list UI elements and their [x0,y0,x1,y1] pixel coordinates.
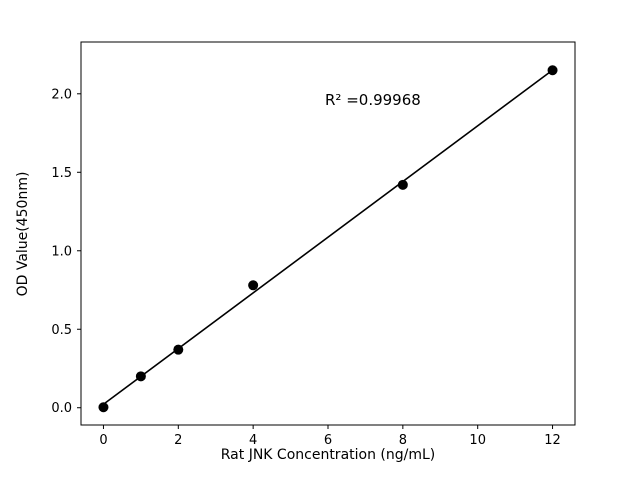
x-tick-label: 2 [174,433,182,448]
fit-line [102,69,554,405]
x-tick-label: 4 [249,433,257,448]
data-point [248,280,259,291]
y-tick-label: 1.5 [51,166,72,181]
y-tick-label: 0.5 [51,323,72,338]
x-tick-label: 8 [399,433,407,448]
data-point [173,344,184,355]
data-point [98,402,109,413]
y-tick-label: 2.0 [51,87,72,102]
x-tick-label: 6 [324,433,332,448]
x-tick-label: 12 [544,433,561,448]
data-point [397,179,408,190]
r-squared-annotation: R² =0.99968 [325,91,421,109]
plot-area: 0 2 4 6 8 10 12 0.0 0.5 1.0 1.5 2.0 [51,41,576,448]
data-point [547,65,558,76]
x-tick-label: 10 [469,433,486,448]
x-tick-label: 0 [99,433,107,448]
y-tick-label: 1.0 [51,244,72,259]
data-point [135,371,146,382]
x-axis-label: Rat JNK Concentration (ng/mL) [221,447,436,463]
y-tick-label: 0.0 [51,401,72,416]
y-axis-label: OD Value(450nm) [15,172,31,297]
